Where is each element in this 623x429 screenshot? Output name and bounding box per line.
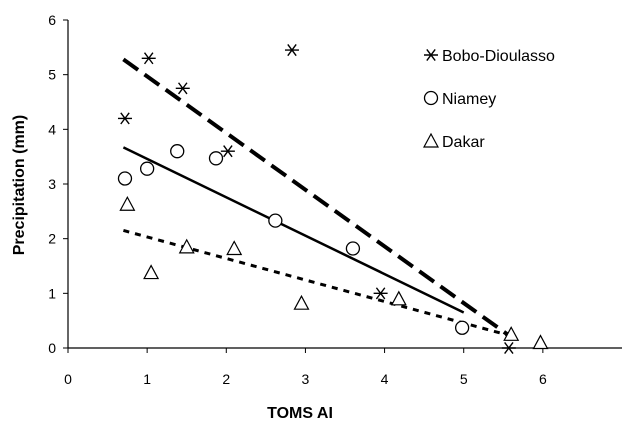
trend-lines bbox=[122, 57, 513, 339]
point-bobo-dioulasso bbox=[117, 112, 132, 125]
axes bbox=[63, 19, 622, 353]
trend-line-dakar bbox=[123, 229, 512, 338]
x-tick-label: 6 bbox=[539, 371, 547, 387]
point-niamey bbox=[345, 241, 361, 256]
y-tick-label: 5 bbox=[48, 67, 56, 83]
x-tick-label: 2 bbox=[222, 371, 230, 387]
point-dakar bbox=[503, 326, 520, 341]
legend-marker-niamey bbox=[423, 90, 439, 106]
legend-marker-dakar bbox=[422, 132, 440, 148]
tick-labels: 0 1 2 3 4 5 6 0 1 2 3 4 5 6 bbox=[48, 12, 547, 387]
point-dakar bbox=[226, 240, 243, 256]
y-tick-label: 2 bbox=[48, 231, 56, 247]
point-dakar bbox=[178, 238, 195, 254]
x-tick-label: 4 bbox=[381, 371, 389, 387]
y-axis-title: Precipitation (mm) bbox=[11, 115, 28, 255]
x-tick-label: 5 bbox=[460, 371, 468, 387]
point-bobo-dioulasso bbox=[284, 44, 299, 57]
x-axis-title: TOMS AI bbox=[267, 405, 333, 422]
point-niamey bbox=[170, 144, 185, 159]
legend: Bobo-Dioulasso Niamey Dakar bbox=[422, 48, 555, 151]
point-bobo-dioulasso bbox=[220, 145, 235, 158]
point-niamey bbox=[454, 320, 470, 335]
point-bobo-dioulasso bbox=[373, 287, 388, 300]
point-niamey bbox=[208, 151, 224, 166]
y-tick-label: 1 bbox=[48, 285, 56, 301]
y-tick-label: 4 bbox=[48, 121, 56, 137]
trend-line-bobo-dioulasso bbox=[122, 57, 513, 339]
point-dakar bbox=[119, 195, 136, 211]
point-bobo-dioulasso bbox=[141, 52, 156, 65]
trend-line-niamey bbox=[122, 146, 465, 314]
x-tick-label: 3 bbox=[302, 371, 310, 387]
data-points bbox=[117, 44, 549, 355]
y-tick-label: 0 bbox=[48, 340, 56, 356]
point-dakar bbox=[143, 264, 160, 280]
y-tick-label: 6 bbox=[48, 12, 56, 28]
point-dakar bbox=[293, 294, 310, 310]
legend-label-bobo-dioulasso: Bobo-Dioulasso bbox=[442, 48, 555, 65]
legend-label-niamey: Niamey bbox=[442, 91, 496, 108]
point-niamey bbox=[268, 213, 283, 228]
point-niamey bbox=[139, 161, 155, 176]
point-dakar bbox=[390, 290, 407, 306]
legend-label-dakar: Dakar bbox=[442, 134, 485, 151]
y-tick-label: 3 bbox=[48, 176, 56, 192]
point-bobo-dioulasso bbox=[175, 82, 190, 95]
x-tick-label: 0 bbox=[64, 371, 72, 387]
legend-marker-bobo-dioulasso bbox=[424, 48, 438, 62]
point-bobo-dioulasso bbox=[501, 341, 516, 355]
point-dakar bbox=[532, 334, 549, 350]
point-niamey bbox=[117, 171, 133, 186]
x-tick-label: 1 bbox=[143, 371, 151, 387]
